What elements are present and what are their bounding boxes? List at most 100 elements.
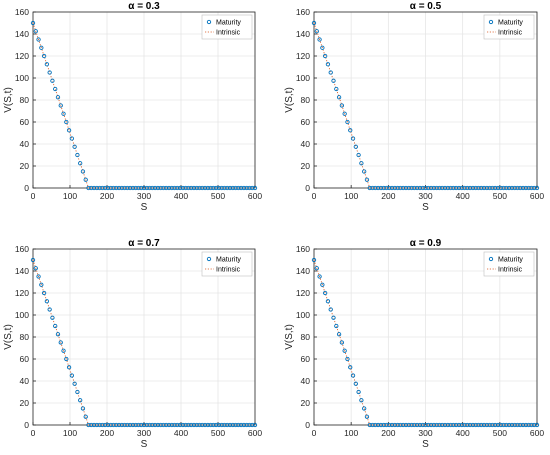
maturity-point [177, 422, 183, 428]
y-tick-label: 100 [15, 73, 29, 83]
maturity-point [177, 185, 183, 191]
maturity-point [227, 185, 233, 191]
maturity-point [211, 422, 216, 428]
legend-label-intrinsic: Intrinsic [498, 267, 523, 274]
maturity-point [487, 185, 492, 191]
maturity-point [222, 185, 227, 191]
y-tick-label: 160 [15, 244, 29, 254]
maturity-point [69, 373, 75, 378]
maturity-point [448, 185, 453, 191]
maturity-point [350, 136, 356, 141]
maturity-point [467, 185, 473, 191]
maturity-point [518, 422, 523, 428]
maturity-point [498, 422, 503, 428]
x-tick-label: 100 [344, 191, 358, 201]
legend-box [201, 14, 253, 40]
y-tick-label: 60 [20, 117, 30, 127]
x-tick-label: 500 [211, 428, 225, 438]
maturity-point [342, 348, 347, 353]
maturity-point [169, 185, 174, 191]
y-tick-label: 40 [20, 376, 30, 386]
maturity-point [506, 422, 512, 428]
maturity-point [518, 185, 523, 191]
chart-title: α = 0.7 [128, 238, 160, 249]
maturity-point [532, 422, 537, 428]
maturity-point [529, 422, 534, 428]
legend-box [483, 251, 535, 277]
maturity-point [484, 185, 489, 191]
maturity-point [412, 422, 417, 428]
maturity-point [169, 422, 174, 428]
maturity-point [426, 422, 431, 428]
maturity-point [423, 422, 428, 428]
maturity-point [158, 422, 163, 428]
maturity-point [222, 422, 227, 428]
maturity-point [127, 185, 133, 191]
legend: Maturity Intrinsic [201, 14, 253, 40]
maturity-point [213, 422, 219, 428]
maturity-point [476, 422, 481, 428]
maturity-point [252, 422, 258, 428]
maturity-point [53, 323, 58, 329]
maturity-point [389, 422, 395, 428]
x-tick-label: 500 [211, 191, 225, 201]
y-tick-label: 140 [296, 29, 310, 39]
maturity-point [493, 422, 498, 428]
maturity-point [367, 422, 372, 428]
maturity-point [119, 185, 124, 191]
maturity-point [236, 185, 241, 191]
maturity-point [191, 422, 197, 428]
maturity-point [150, 422, 155, 428]
maturity-point [428, 422, 434, 428]
y-tick-label: 160 [15, 7, 29, 17]
legend-box [483, 14, 535, 40]
maturity-point [311, 257, 317, 263]
maturity-point [197, 185, 202, 191]
chart-title: α = 0.3 [128, 1, 160, 12]
maturity-point [78, 398, 83, 403]
maturity-point [230, 185, 235, 191]
maturity-point [155, 185, 161, 191]
x-tick-label: 300 [418, 428, 432, 438]
maturity-point [362, 406, 367, 411]
maturity-point [314, 266, 319, 271]
legend-label-maturity: Maturity [498, 20, 523, 27]
maturity-point [186, 185, 191, 191]
maturity-point [83, 177, 88, 182]
maturity-point [334, 323, 339, 329]
y-tick-label: 60 [301, 117, 311, 127]
maturity-point [194, 422, 199, 428]
maturity-point [414, 422, 420, 428]
maturity-point [172, 185, 177, 191]
maturity-point [36, 274, 41, 279]
y-tick-label: 40 [301, 139, 311, 149]
maturity-point [205, 422, 210, 428]
x-tick-label: 600 [530, 428, 544, 438]
maturity-point [58, 340, 63, 345]
maturity-point [69, 136, 75, 141]
maturity-point [41, 290, 47, 296]
maturity-point [420, 185, 425, 191]
maturity-point [47, 307, 52, 312]
maturity-point [481, 185, 487, 191]
maturity-point [197, 422, 202, 428]
y-tick-label: 80 [20, 95, 30, 105]
maturity-point [381, 185, 386, 191]
maturity-point [375, 422, 381, 428]
maturity-point [381, 422, 386, 428]
maturity-point [479, 422, 484, 428]
x-tick-label: 100 [63, 428, 77, 438]
maturity-point [172, 422, 177, 428]
maturity-point [434, 185, 439, 191]
maturity-point [136, 422, 141, 428]
maturity-point [370, 185, 375, 191]
maturity-point [80, 169, 86, 174]
maturity-point [493, 185, 498, 191]
maturity-point [448, 422, 453, 428]
maturity-point [116, 422, 122, 428]
maturity-point [141, 422, 147, 428]
maturity-point [55, 95, 61, 100]
maturity-point [509, 185, 515, 191]
